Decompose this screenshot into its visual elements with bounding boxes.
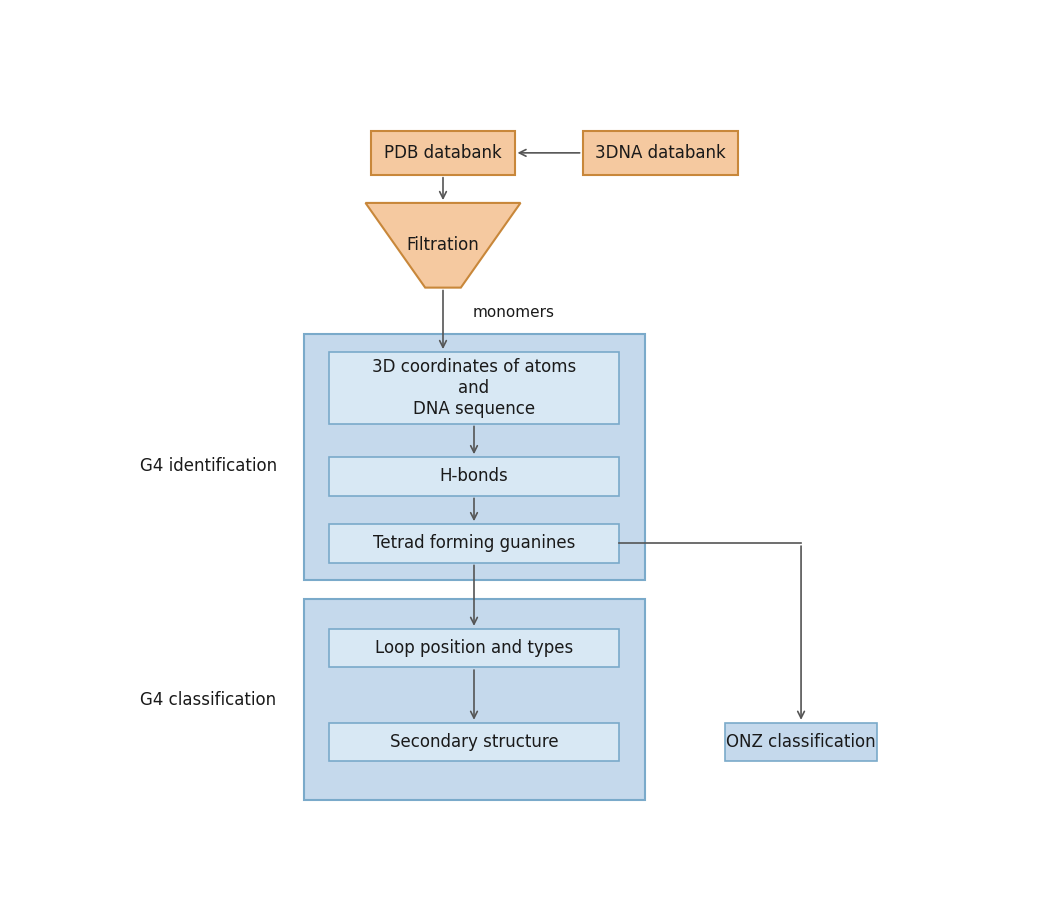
Bar — [303, 333, 645, 580]
Text: 3D coordinates of atoms
and
DNA sequence: 3D coordinates of atoms and DNA sequence — [372, 358, 576, 417]
Bar — [582, 131, 737, 175]
Bar — [329, 352, 619, 424]
Bar — [303, 600, 645, 799]
Bar — [329, 723, 619, 761]
Text: monomers: monomers — [472, 305, 554, 320]
Bar — [329, 524, 619, 563]
Bar — [371, 131, 515, 175]
Bar — [329, 457, 619, 495]
Text: H-bonds: H-bonds — [439, 467, 509, 485]
Text: PDB databank: PDB databank — [384, 144, 502, 162]
Polygon shape — [366, 203, 520, 287]
Text: Tetrad forming guanines: Tetrad forming guanines — [372, 534, 576, 553]
Text: Secondary structure: Secondary structure — [389, 733, 559, 751]
Bar — [329, 629, 619, 667]
Bar — [726, 723, 877, 761]
Text: 3DNA databank: 3DNA databank — [595, 144, 726, 162]
Text: G4 classification: G4 classification — [140, 691, 277, 708]
Text: G4 identification: G4 identification — [139, 457, 277, 475]
Text: ONZ classification: ONZ classification — [727, 733, 876, 751]
Text: Filtration: Filtration — [406, 237, 480, 254]
Text: Loop position and types: Loop position and types — [375, 639, 573, 657]
